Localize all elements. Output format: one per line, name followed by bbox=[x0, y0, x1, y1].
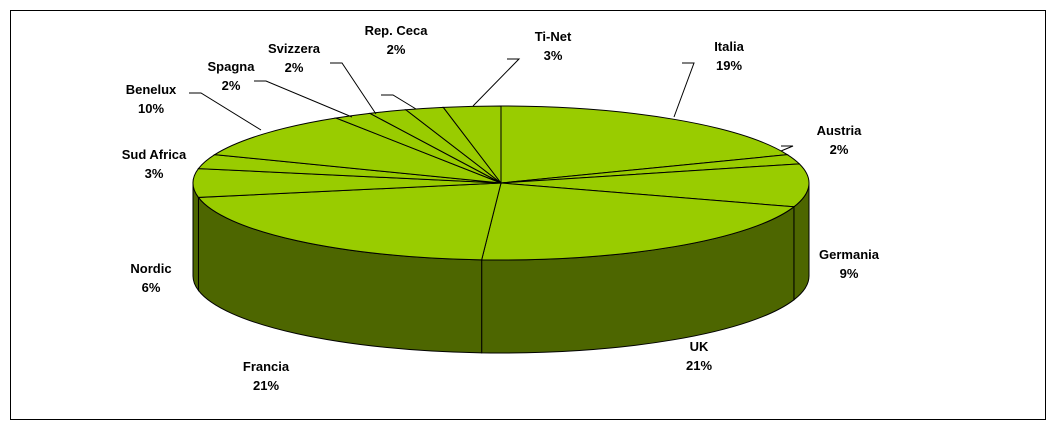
slice-label-germania: Germania bbox=[819, 247, 880, 262]
slice-label-austria: Austria bbox=[817, 123, 863, 138]
slice-labels: Italia 19% Austria 2% Germania 9% UK 21% Francia… bbox=[122, 23, 880, 393]
slice-label-italia: Italia bbox=[714, 39, 744, 54]
leader-line-benelux bbox=[189, 92, 262, 131]
pie-sides bbox=[192, 182, 810, 354]
slice-label-sud-africa: Sud Africa bbox=[122, 147, 187, 162]
slice-percent-italia: 19% bbox=[716, 58, 742, 73]
chart-frame: Italia 19% Austria 2% Germania 9% UK 21% Francia… bbox=[10, 10, 1046, 420]
slice-percent-nordic: 6% bbox=[142, 280, 161, 295]
pie-slice-benelux bbox=[213, 117, 502, 184]
leader-line-rep-ceca bbox=[381, 94, 417, 110]
pie-slice-ti-net bbox=[442, 105, 502, 185]
pie-chart: Italia 19% Austria 2% Germania 9% UK 21% Francia… bbox=[122, 23, 880, 393]
slice-label-spagna: Spagna bbox=[208, 59, 256, 74]
slice-percent-spagna: 2% bbox=[222, 78, 241, 93]
slice-label-francia: Francia bbox=[243, 359, 290, 374]
slice-label-nordic: Nordic bbox=[130, 261, 171, 276]
pie-slice-italia bbox=[500, 105, 789, 184]
slice-label-svizzera: Svizzera bbox=[268, 41, 321, 56]
pie-side-nordic bbox=[192, 182, 199, 292]
pie-slice-uk bbox=[481, 182, 796, 261]
slice-label-rep-ceca: Rep. Ceca bbox=[365, 23, 429, 38]
pie-slice-germania bbox=[500, 163, 810, 208]
leader-line-austria bbox=[780, 145, 794, 152]
pie-slice-francia bbox=[197, 182, 502, 261]
slice-percent-sud-africa: 3% bbox=[145, 166, 164, 181]
leader-line-ti-net bbox=[472, 58, 521, 107]
slice-label-ti-net: Ti-Net bbox=[535, 29, 572, 44]
leader-line-svizzera bbox=[330, 62, 377, 115]
leader-line-italia bbox=[673, 62, 695, 118]
leader-line-spagna bbox=[254, 80, 353, 118]
slice-percent-ti-net: 3% bbox=[544, 48, 563, 63]
slice-label-uk: UK bbox=[690, 339, 709, 354]
slice-label-benelux: Benelux bbox=[126, 82, 177, 97]
slice-percent-benelux: 10% bbox=[138, 101, 164, 116]
slice-percent-svizzera: 2% bbox=[285, 60, 304, 75]
leader-lines bbox=[189, 58, 794, 152]
slice-percent-rep-ceca: 2% bbox=[387, 42, 406, 57]
slice-percent-germania: 9% bbox=[840, 266, 859, 281]
pie-top-faces bbox=[192, 105, 810, 261]
slice-percent-francia: 21% bbox=[253, 378, 279, 393]
slice-percent-austria: 2% bbox=[830, 142, 849, 157]
slice-percent-uk: 21% bbox=[686, 358, 712, 373]
